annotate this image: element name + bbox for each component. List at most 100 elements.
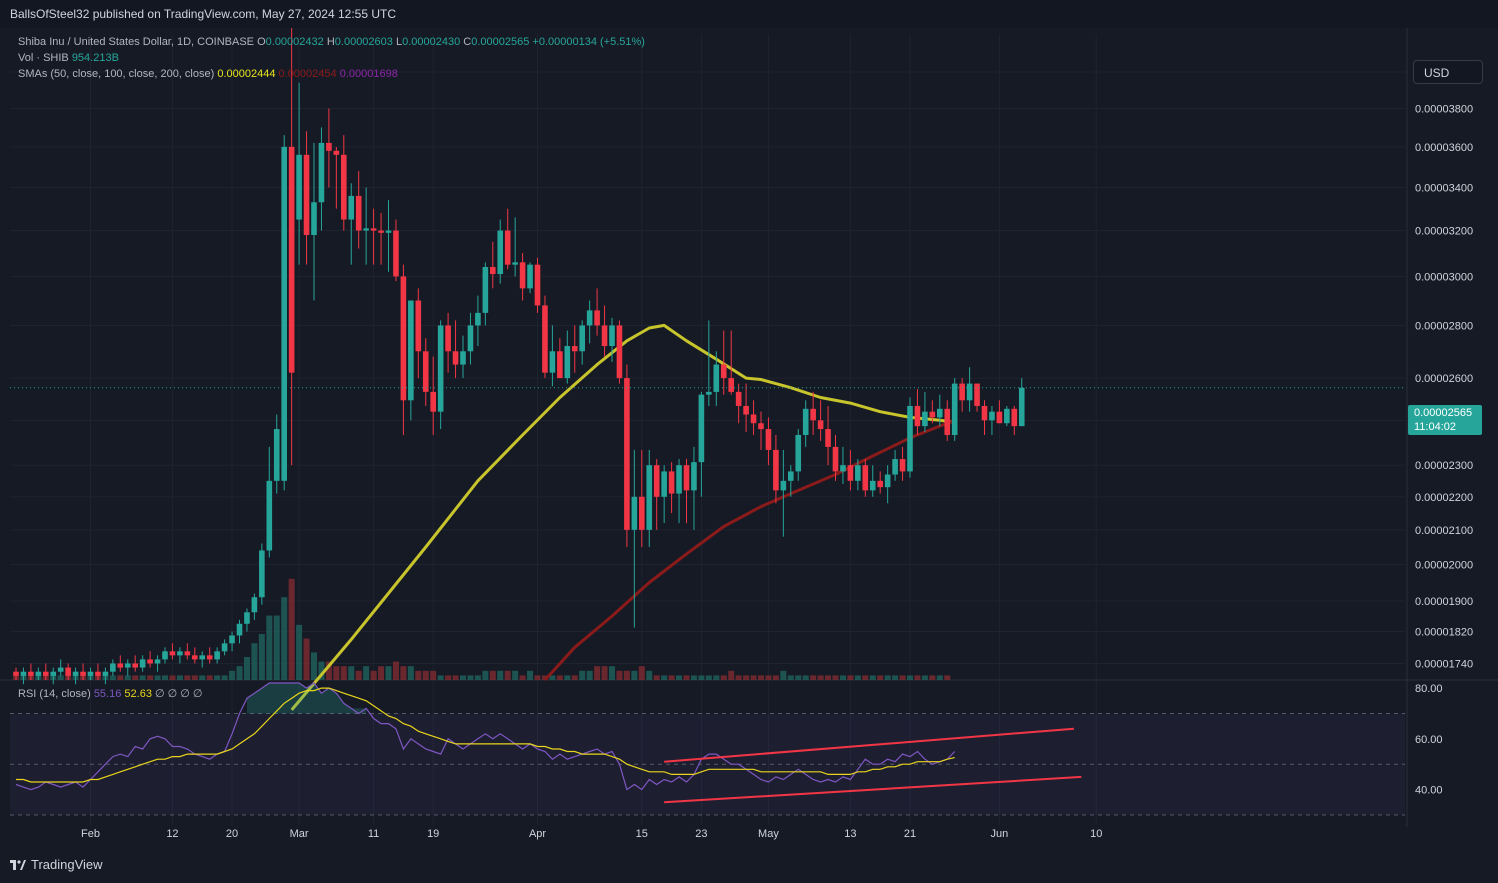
time-tick-label: 19 bbox=[427, 828, 439, 840]
candle-body bbox=[169, 651, 176, 656]
volume-bar bbox=[534, 675, 541, 680]
candle-body bbox=[318, 142, 325, 203]
volume-bar bbox=[936, 675, 943, 680]
candle-body bbox=[840, 465, 846, 472]
candle-body bbox=[385, 230, 392, 233]
candle-body bbox=[847, 465, 854, 481]
candle-body bbox=[229, 635, 235, 644]
candle-body bbox=[50, 671, 57, 676]
price-tick-label: 0.00002200 bbox=[1415, 492, 1473, 504]
candle-body bbox=[497, 230, 504, 275]
volume-bar bbox=[720, 675, 727, 680]
sma-label[interactable]: SMAs (50, close, 100, close, 200, close) bbox=[18, 68, 215, 80]
volume-bar bbox=[765, 675, 772, 680]
volume-bar bbox=[124, 675, 131, 680]
volume-bar bbox=[772, 675, 779, 680]
candle-body bbox=[907, 405, 913, 472]
price-tick-label: 0.00001740 bbox=[1415, 658, 1473, 670]
candle-body bbox=[437, 325, 444, 412]
volume-bar bbox=[288, 578, 295, 680]
volume-bar bbox=[497, 670, 504, 680]
candle-body bbox=[102, 671, 109, 676]
chart-canvas[interactable]: 0.000040000.000038000.000036000.00003400… bbox=[0, 28, 1498, 883]
volume-bar bbox=[914, 675, 921, 680]
volume-bar bbox=[847, 675, 854, 680]
rsi-trendline bbox=[664, 775, 1082, 804]
candle-body bbox=[35, 671, 42, 676]
candle-body bbox=[408, 300, 414, 401]
candle-body bbox=[594, 310, 600, 326]
candle-body bbox=[788, 471, 794, 481]
volume-bar bbox=[199, 675, 206, 680]
volume-bar bbox=[862, 675, 869, 680]
volume-bar bbox=[415, 670, 422, 680]
rsi-tick-label: 80.00 bbox=[1415, 683, 1443, 695]
volume-bar bbox=[378, 666, 385, 680]
candle-body bbox=[95, 671, 101, 676]
candle-body bbox=[1011, 408, 1018, 427]
candle-body bbox=[393, 230, 399, 277]
volume-bar bbox=[623, 670, 630, 680]
volume-bar bbox=[676, 675, 683, 680]
volume-bar bbox=[482, 670, 489, 680]
volume-bar bbox=[631, 670, 638, 680]
candle-body bbox=[668, 471, 675, 494]
volume-bar bbox=[348, 666, 355, 680]
volume-bar bbox=[758, 675, 764, 680]
bar-countdown: 11:04:02 bbox=[1414, 421, 1457, 433]
published-text: BallsOfSteel32 published on TradingView.… bbox=[10, 7, 397, 21]
volume-bar bbox=[579, 670, 586, 680]
time-tick-label: 12 bbox=[166, 828, 178, 840]
candle-body bbox=[326, 142, 332, 151]
candle-body bbox=[758, 423, 764, 430]
brand-footer[interactable]: TradingView bbox=[10, 856, 103, 874]
volume-bar bbox=[884, 675, 891, 680]
price-tick-label: 0.00002300 bbox=[1415, 460, 1473, 472]
candle-body bbox=[653, 465, 660, 497]
top-bar: BallsOfSteel32 published on TradingView.… bbox=[0, 0, 1498, 28]
candle-body bbox=[348, 195, 355, 220]
candle-body bbox=[1018, 387, 1025, 427]
candle-body bbox=[251, 597, 258, 613]
volume-bar bbox=[154, 675, 161, 680]
volume-bar bbox=[944, 675, 951, 680]
candle-body bbox=[43, 671, 49, 676]
candle-body bbox=[475, 312, 481, 326]
volume-bar bbox=[392, 661, 399, 680]
candle-body bbox=[773, 449, 779, 491]
volume-bar bbox=[370, 670, 377, 680]
rsi-ma-value: 52.63 bbox=[124, 688, 152, 700]
candle-body bbox=[199, 655, 206, 660]
candle-body bbox=[780, 480, 787, 491]
candle-body bbox=[810, 408, 816, 421]
volume-bar bbox=[817, 675, 824, 680]
candle-body bbox=[1004, 408, 1010, 424]
candle-body bbox=[214, 651, 220, 660]
volume-bar bbox=[340, 666, 347, 680]
volume-bar bbox=[929, 675, 936, 680]
candle-body bbox=[110, 663, 116, 672]
candle-body bbox=[519, 262, 526, 289]
volume-bar bbox=[117, 675, 124, 680]
rsi-label[interactable]: RSI (14, close) bbox=[18, 688, 91, 700]
candle-body bbox=[467, 325, 474, 352]
candle-body bbox=[28, 671, 34, 676]
symbol-name[interactable]: Shiba Inu / United States Dollar, 1D, CO… bbox=[18, 36, 255, 48]
volume-bar bbox=[653, 675, 660, 680]
volume-bar bbox=[445, 675, 452, 680]
candle-body bbox=[884, 474, 891, 488]
volume-bar bbox=[214, 675, 221, 680]
chart-area[interactable]: 0.000040000.000038000.000036000.00003400… bbox=[0, 28, 1498, 883]
sma200-value: 0.00001698 bbox=[339, 68, 398, 80]
currency-button[interactable]: USD bbox=[1413, 60, 1483, 84]
volume-bar bbox=[594, 666, 601, 680]
candle-body bbox=[192, 655, 198, 660]
candle-body bbox=[80, 671, 86, 676]
volume-label[interactable]: Vol · SHIB bbox=[18, 52, 69, 64]
high-label: H bbox=[326, 36, 335, 48]
candle-body bbox=[750, 414, 757, 424]
candle-body bbox=[631, 496, 638, 530]
candle-body bbox=[422, 351, 429, 392]
volume-bar bbox=[221, 675, 228, 680]
candle-body bbox=[303, 154, 310, 236]
